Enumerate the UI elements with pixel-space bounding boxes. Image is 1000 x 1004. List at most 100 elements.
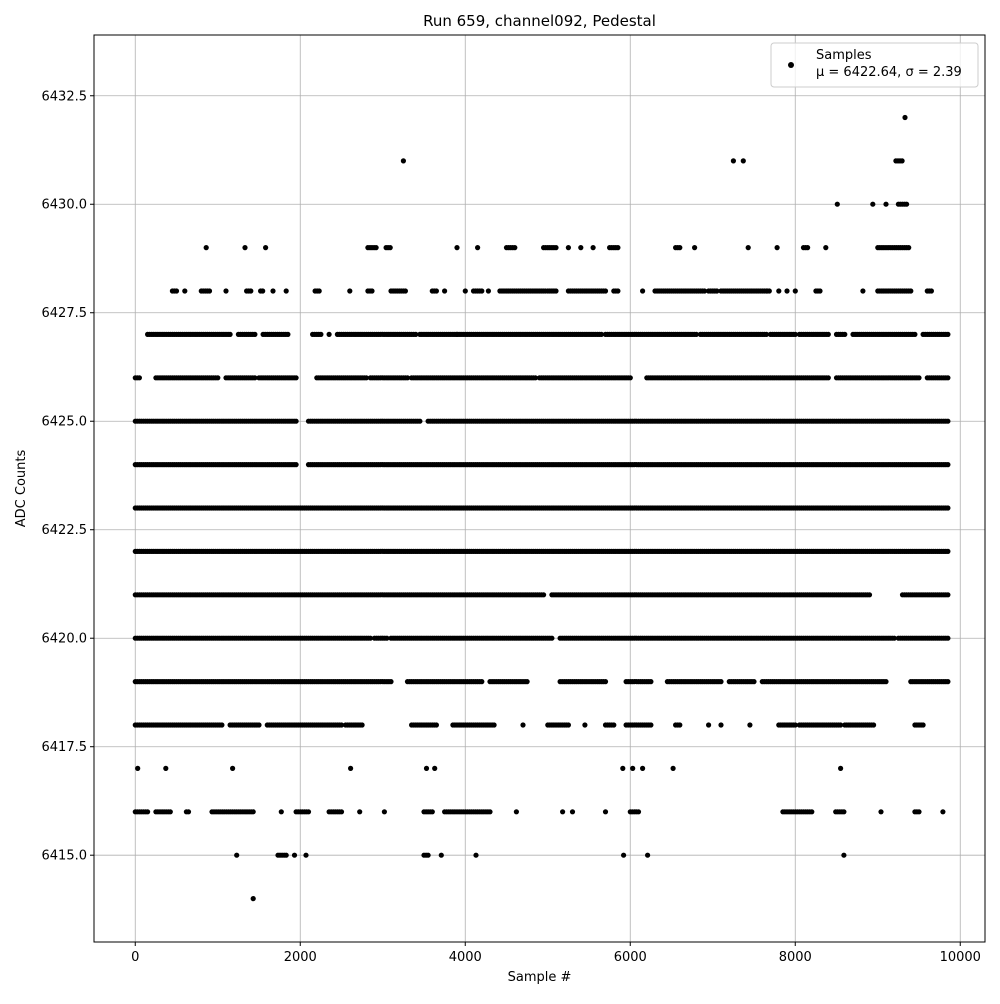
data-point (945, 505, 951, 511)
data-point (718, 722, 724, 728)
data-point (841, 809, 847, 815)
data-point (363, 375, 369, 381)
data-point (367, 635, 373, 641)
data-point (578, 245, 584, 251)
data-point (454, 245, 460, 251)
data-point (326, 331, 332, 337)
data-points (132, 114, 951, 902)
data-point (615, 288, 621, 294)
data-point (263, 245, 269, 251)
data-point (252, 331, 258, 337)
data-point (635, 809, 642, 815)
data-point (792, 331, 798, 337)
data-point (182, 288, 188, 294)
data-point (598, 331, 605, 337)
data-point (776, 288, 782, 294)
data-point (621, 852, 627, 858)
data-point (318, 331, 324, 337)
data-point (185, 809, 192, 815)
data-point (359, 722, 365, 728)
data-point (256, 722, 262, 728)
data-point (373, 245, 379, 251)
data-point (640, 288, 646, 294)
data-point (433, 722, 439, 728)
data-point (293, 418, 299, 424)
data-point (442, 288, 448, 294)
data-point (838, 722, 844, 728)
data-point (553, 245, 559, 251)
data-point (693, 331, 699, 337)
data-point (250, 809, 256, 815)
data-point (648, 722, 654, 728)
data-point (940, 809, 946, 815)
data-point (590, 245, 596, 251)
x-tick-label: 8000 (779, 950, 812, 965)
data-point (627, 375, 633, 381)
data-point (602, 679, 609, 685)
data-point (260, 288, 266, 294)
data-point (706, 722, 712, 728)
x-axis-label: Sample # (508, 970, 572, 985)
data-point (870, 201, 876, 207)
data-point (485, 288, 491, 294)
data-point (293, 462, 299, 468)
x-tick-label: 0 (131, 950, 139, 965)
data-point (766, 288, 772, 294)
data-point (278, 809, 284, 815)
data-point (718, 679, 724, 685)
data-point (792, 722, 798, 728)
data-point (670, 765, 676, 772)
data-point (602, 288, 609, 294)
data-point (242, 245, 248, 251)
data-point (834, 201, 840, 207)
data-point (763, 331, 770, 337)
data-point (491, 722, 497, 728)
data-point (560, 809, 566, 815)
data-point (809, 809, 815, 815)
data-point (384, 635, 390, 641)
data-point (348, 765, 354, 772)
data-point (891, 635, 897, 641)
x-tick-label: 10000 (940, 950, 981, 965)
data-point (479, 288, 485, 294)
data-point (902, 114, 908, 121)
data-point (549, 635, 555, 641)
data-point (945, 592, 951, 598)
data-point (248, 288, 254, 294)
data-point (512, 245, 518, 251)
y-tick-label: 6420.0 (42, 632, 88, 647)
data-point (136, 375, 142, 381)
data-point (860, 288, 866, 294)
data-point (825, 375, 831, 381)
data-point (714, 288, 720, 294)
data-point (252, 375, 258, 381)
legend-marker (788, 62, 794, 68)
data-point (283, 288, 289, 294)
data-point (945, 679, 951, 685)
data-point (906, 245, 912, 251)
data-point (883, 679, 889, 685)
data-point (945, 548, 951, 555)
data-point (203, 245, 209, 251)
data-point (167, 809, 173, 815)
data-point (630, 765, 636, 772)
data-point (928, 288, 935, 294)
data-point (381, 809, 387, 815)
data-point (303, 852, 309, 858)
data-point (532, 375, 539, 381)
data-point (565, 722, 572, 728)
y-tick-label: 6415.0 (42, 849, 88, 864)
data-point (871, 722, 877, 728)
data-point (173, 288, 180, 294)
legend: Samples μ = 6422.64, σ = 2.39 (770, 42, 979, 88)
data-point (615, 245, 621, 251)
data-point (912, 331, 918, 337)
data-point (438, 852, 444, 858)
axis-ticks: 0 2000 4000 6000 8000 10000 6415.0 6417.5 6420.0… (42, 89, 981, 965)
data-point (677, 722, 683, 728)
data-point (866, 592, 873, 598)
data-point (338, 722, 345, 728)
data-point (404, 375, 411, 381)
data-point (479, 679, 485, 685)
